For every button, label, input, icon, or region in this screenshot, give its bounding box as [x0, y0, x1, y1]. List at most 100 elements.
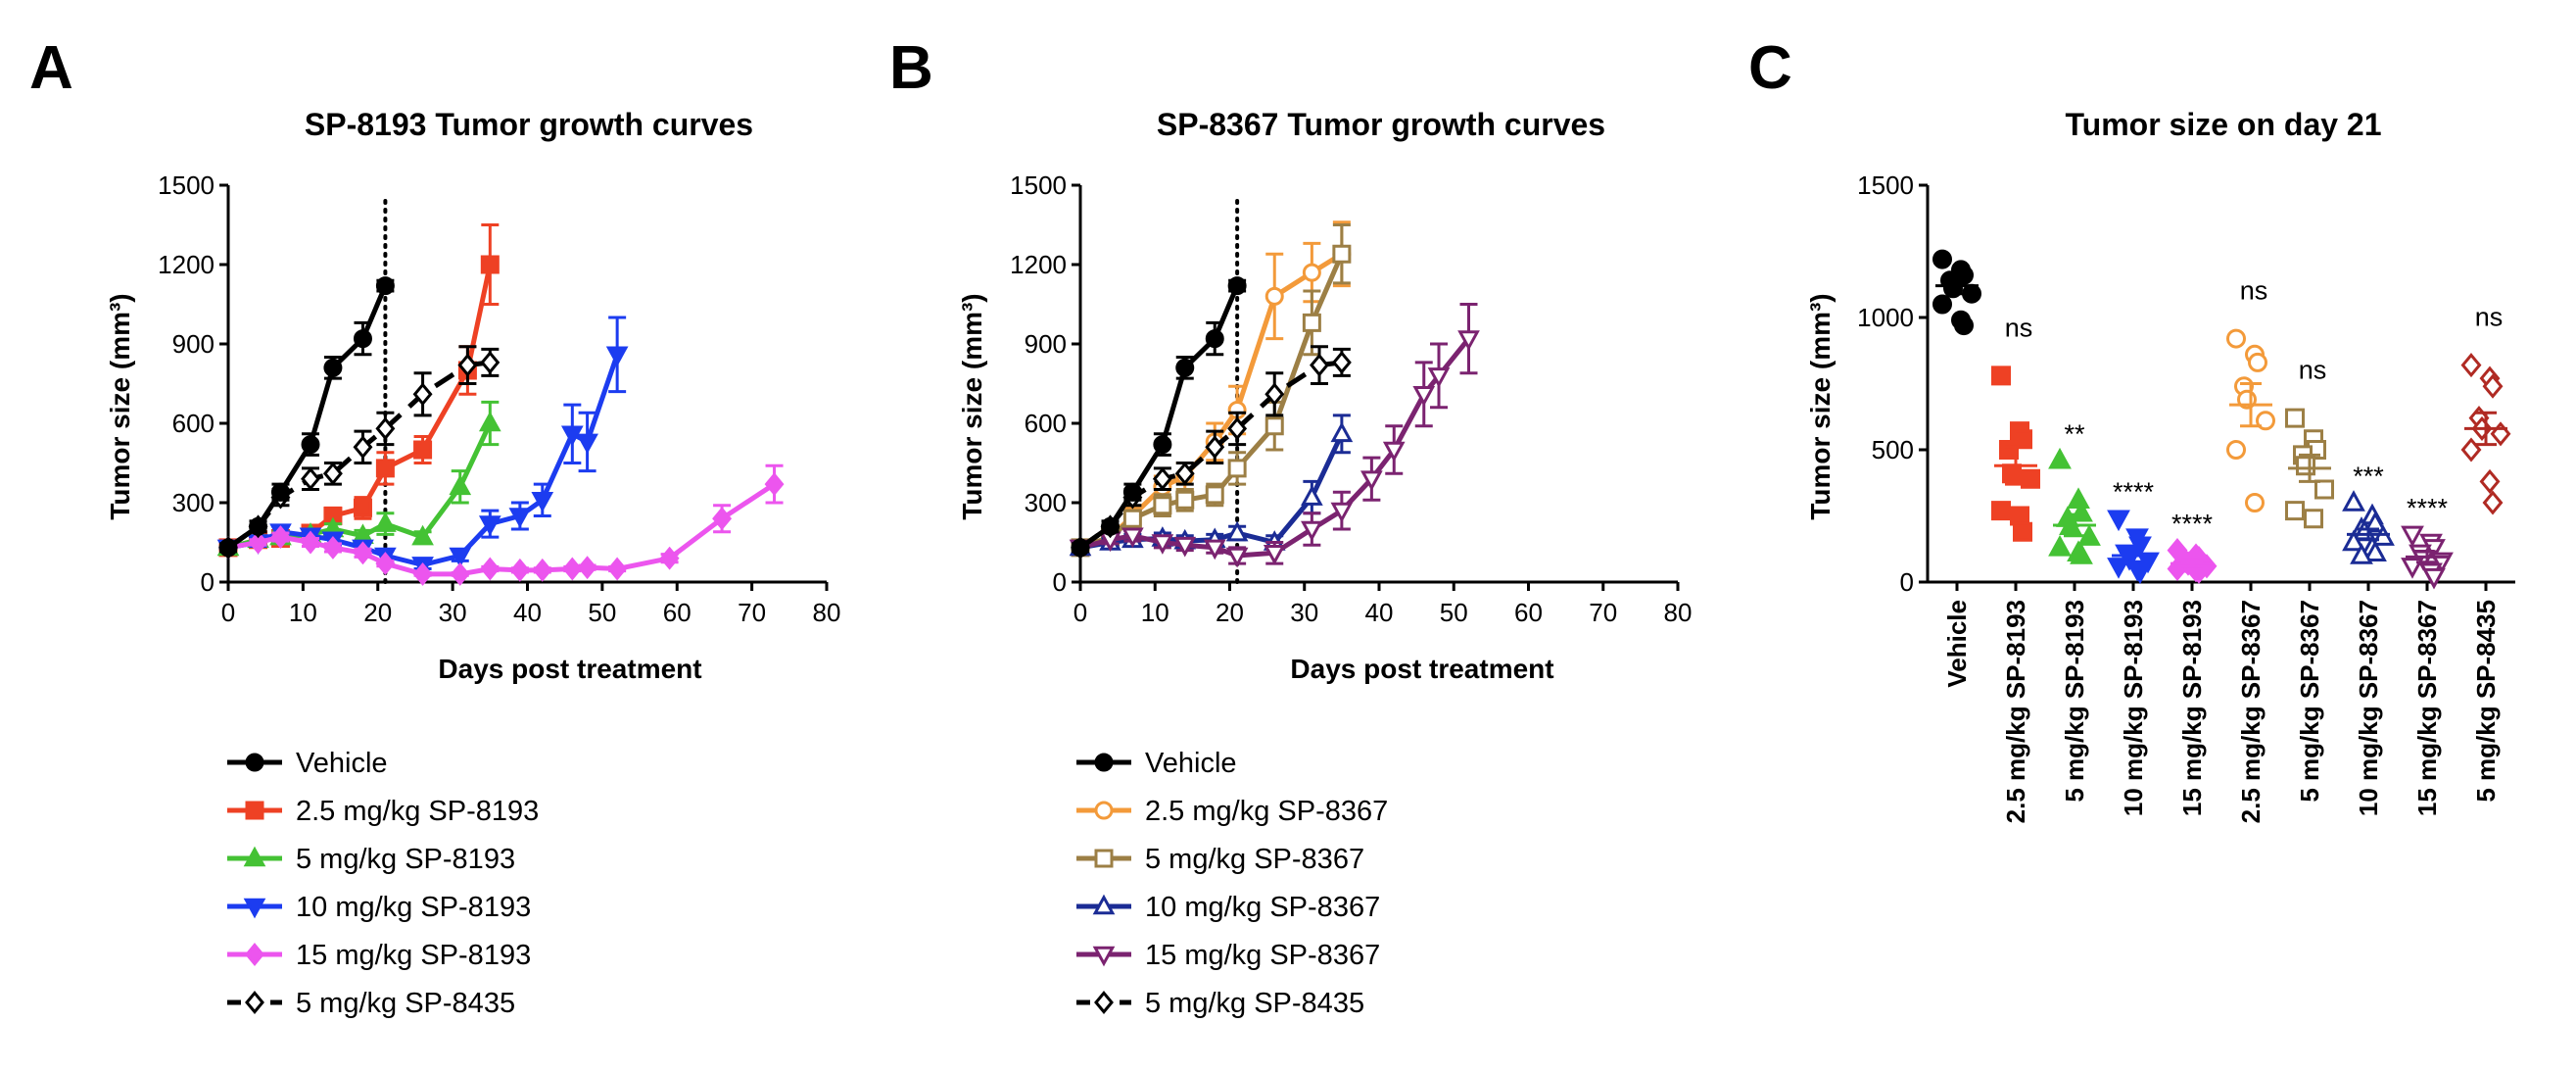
x-axis-title-a: Days post treatment [438, 654, 701, 684]
sem-bar [2005, 445, 2027, 486]
category-label: 2.5 mg/kg SP-8367 [2236, 600, 2266, 823]
y-tick-label: 0 [1900, 567, 1914, 597]
legend-marker [1092, 894, 1116, 915]
data-point [1151, 534, 1174, 555]
chart-title-c: Tumor size on day 21 [2065, 107, 2381, 142]
x-tick-label: 50 [588, 598, 616, 627]
data-point [1427, 367, 1451, 388]
sem-bar [2358, 527, 2379, 542]
data-point [1412, 386, 1436, 407]
data-point [531, 492, 554, 512]
legend-label: Vehicle [296, 748, 388, 779]
data-point [375, 459, 395, 478]
legend-marker [245, 753, 264, 772]
data-point [478, 515, 501, 536]
x-tick-label: 70 [738, 598, 766, 627]
data-point [301, 466, 320, 491]
category-label: 5 mg/kg SP-8193 [2060, 600, 2089, 803]
legend-label: Vehicle [1145, 748, 1237, 779]
data-point [1991, 501, 2011, 521]
legend-marker [245, 943, 264, 966]
data-point [2226, 440, 2246, 460]
category-label: 5 mg/kg SP-8367 [2295, 600, 2324, 803]
sem-bar [2299, 453, 2320, 483]
data-point [2482, 373, 2504, 399]
data-point [449, 547, 472, 568]
data-point [375, 552, 396, 576]
y-tick-label: 0 [1053, 567, 1067, 597]
axes: 0 10 20 30 40 50 60 70 80 0 300 600 900 1200 1500 [1010, 171, 1692, 627]
significance-label: *** [2353, 462, 2384, 491]
data-point [1225, 547, 1249, 568]
sem-bar [1946, 276, 1968, 296]
data-point [2248, 352, 2267, 372]
x-tick-label: 0 [1073, 598, 1087, 627]
legend-label: 15 mg/kg SP-8193 [296, 940, 531, 971]
legend-marker [245, 991, 264, 1014]
category-label: 10 mg/kg SP-8367 [2354, 600, 2383, 816]
x-tick-label: 20 [363, 598, 392, 627]
series-red [218, 223, 500, 558]
legend-item: 10 mg/kg SP-8367 [1076, 892, 1380, 923]
data-point [1121, 527, 1144, 549]
y-axis-title-b: Tumor size (mm³) [957, 293, 987, 519]
data-point [322, 535, 343, 560]
data-point [1302, 313, 1321, 332]
x-tick-label: 50 [1440, 598, 1468, 627]
chart-title-a: SP-8193 Tumor growth curves [305, 107, 753, 142]
data-point [249, 516, 268, 536]
data-point [2482, 490, 2504, 515]
series-line [1079, 253, 1345, 551]
data-point [1457, 330, 1480, 351]
significance-label: **** [2407, 493, 2449, 522]
sem-bar [2123, 547, 2144, 564]
data-point [301, 530, 320, 555]
legend-label: 5 mg/kg SP-8435 [296, 988, 515, 1019]
legend-item: Vehicle [227, 748, 388, 779]
data-point [2048, 447, 2072, 469]
legend-item: 10 mg/kg SP-8193 [227, 892, 531, 923]
data-point [1360, 470, 1383, 492]
series-black [218, 276, 395, 558]
data-point [1954, 316, 1974, 336]
data-point [2010, 506, 2029, 526]
legend-marker [245, 801, 264, 820]
legend-label: 2.5 mg/kg SP-8367 [1145, 796, 1388, 827]
data-point [353, 435, 373, 460]
data-point [577, 556, 597, 580]
data-point [323, 358, 343, 377]
data-point [2226, 328, 2246, 349]
series-line [1079, 432, 1345, 551]
data-point [1301, 485, 1323, 506]
sem-bar [2181, 559, 2203, 568]
category-label: 5 mg/kg SP-8435 [2471, 600, 2501, 803]
group-orange: 2.5 mg/kg SP-8367 ns [2226, 276, 2275, 823]
y-tick-label: 300 [1025, 488, 1067, 517]
data-point [218, 538, 238, 558]
y-tick-label: 900 [172, 329, 215, 359]
y-tick-label: 0 [201, 567, 215, 597]
x-tick-label: 60 [663, 598, 692, 627]
group-blue: 10 mg/kg SP-8193 **** [2107, 477, 2160, 816]
group-olive: 5 mg/kg SP-8367 ns [2285, 356, 2334, 803]
data-point [1331, 350, 1352, 374]
data-point [480, 557, 501, 581]
significance-label: **** [2113, 477, 2155, 507]
data-point [2067, 487, 2090, 510]
data-point [1264, 286, 1284, 306]
data-point [712, 507, 733, 531]
series-line [226, 360, 491, 550]
panel-a: A SP-8193 Tumor growth curves Days post … [29, 34, 840, 1019]
panel-b: B SP-8367 Tumor growth curves Days post … [889, 34, 1692, 1019]
chart-title-b: SP-8367 Tumor growth curves [1157, 107, 1605, 142]
data-point [322, 462, 343, 486]
legend-label: 10 mg/kg SP-8193 [296, 892, 531, 923]
plot-area-a: 0 10 20 30 40 50 60 70 80 0 300 600 900 1200 1500 [158, 171, 840, 627]
data-point [2342, 490, 2365, 512]
data-point [1330, 502, 1354, 523]
data-point [412, 382, 433, 407]
data-point [1173, 536, 1197, 558]
data-point [1101, 516, 1120, 536]
data-point [607, 557, 628, 581]
